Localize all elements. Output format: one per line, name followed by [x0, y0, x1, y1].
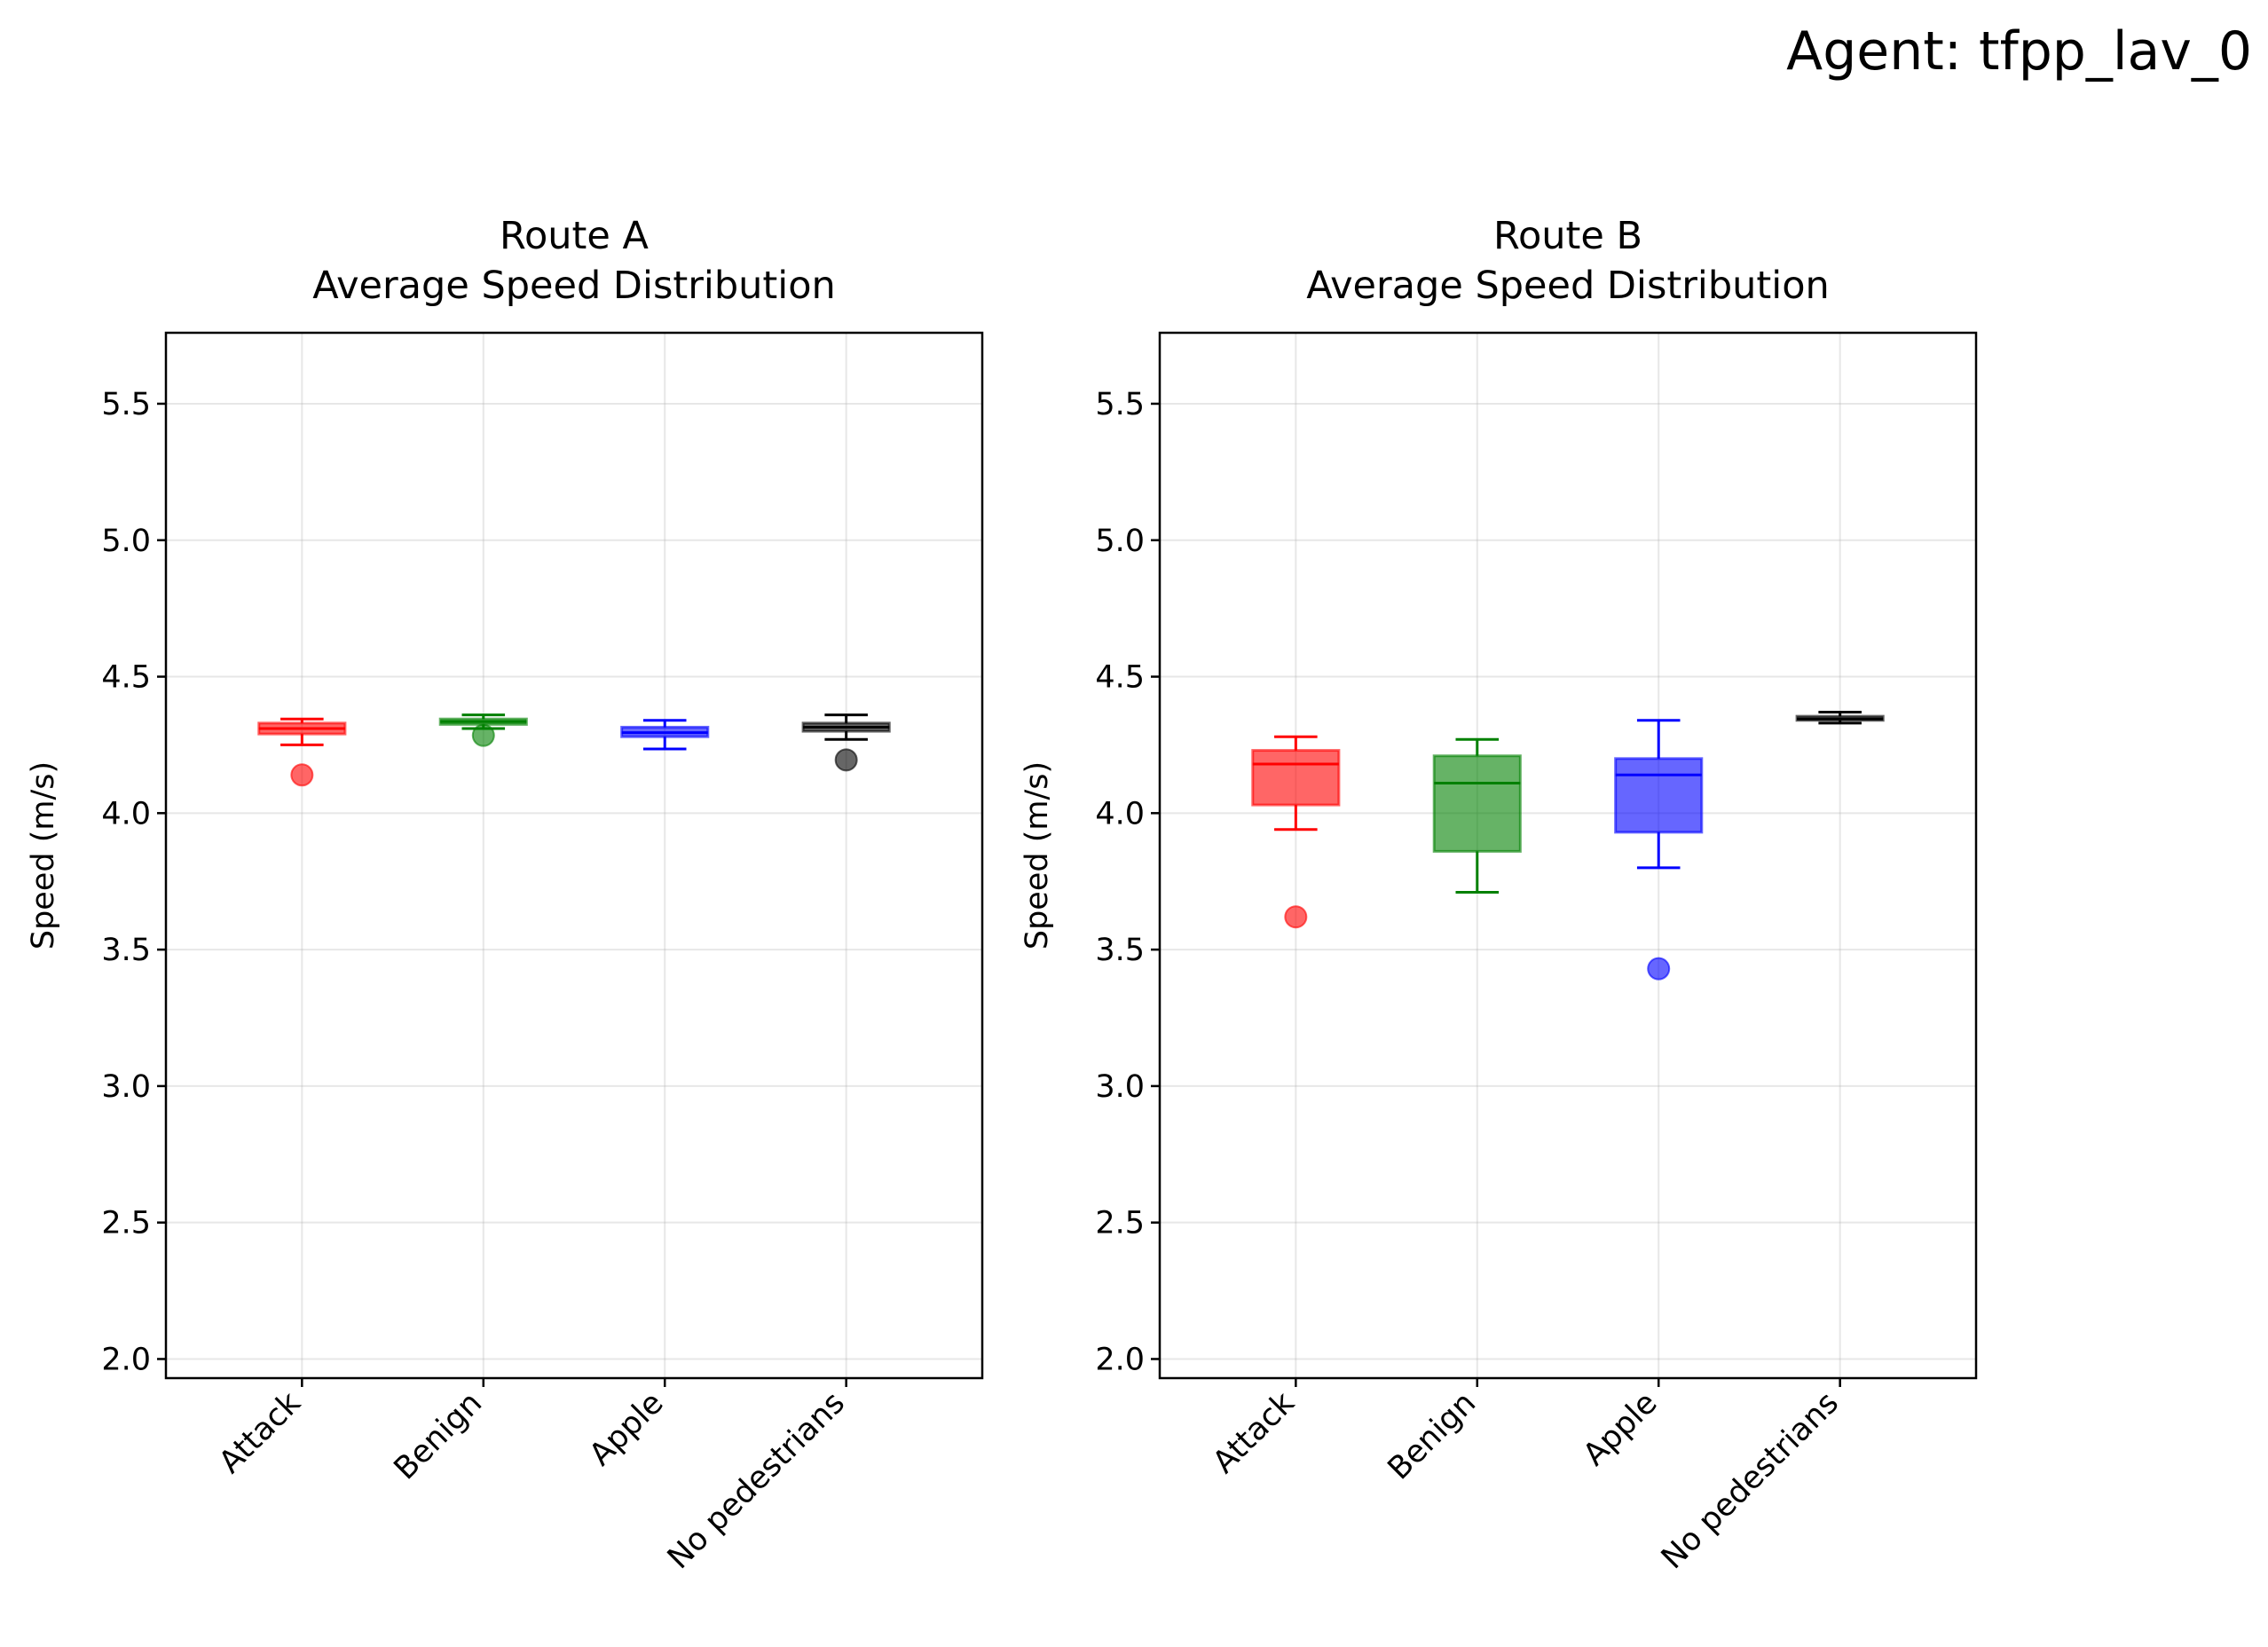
x-tick-label: No pedestrians: [1655, 1385, 1846, 1576]
outlier-point: [290, 763, 314, 787]
panel-title-line-1: Route A: [500, 214, 649, 258]
panel-title: Route A Average Speed Distribution: [312, 214, 836, 308]
route-b-panel: Route B Average Speed Distribution 2.0 2.5 3…: [1020, 214, 1978, 1576]
x-tick-label: No pedestrians: [661, 1385, 852, 1576]
box-body: [1432, 754, 1522, 853]
y-tick-label: 4.5: [101, 660, 151, 696]
box-body: [1251, 749, 1341, 807]
panel-title-line-1: Route B: [1493, 214, 1642, 258]
outlier-point: [834, 748, 858, 772]
y-tick-label: 4.5: [1095, 660, 1145, 696]
box-attack: [1251, 735, 1341, 929]
box-no-pedestrians: [801, 713, 891, 772]
figure-suptitle: Agent: tfpp_lav_0: [1786, 20, 2252, 83]
panel-title-line-2: Average Speed Distribution: [312, 264, 836, 308]
x-tick-label: Benign: [388, 1385, 489, 1486]
outlier-point: [1647, 957, 1671, 981]
axes-frame: [164, 331, 984, 1380]
box-apple: [1614, 719, 1704, 981]
y-tick-label: 3.5: [101, 933, 151, 968]
y-tick-label: 3.5: [1095, 933, 1145, 968]
panel-title-line-2: Average Speed Distribution: [1306, 264, 1830, 308]
y-tick-label: 5.0: [101, 524, 151, 559]
y-tick-label: 2.0: [101, 1342, 151, 1377]
x-tick-label: Benign: [1382, 1385, 1483, 1486]
axes-frame: [1158, 331, 1978, 1380]
y-axis-label: Speed (m/s): [1020, 761, 1055, 950]
box-body: [1614, 757, 1704, 834]
x-tick-label: Attack: [1206, 1385, 1302, 1481]
panel-title: Route B Average Speed Distribution: [1306, 214, 1830, 308]
y-tick-label: 4.0: [101, 796, 151, 831]
y-tick-label: 5.5: [1095, 387, 1145, 422]
route-a-panel: Route A Average Speed Distribution 2.0 2.5 3…: [26, 214, 984, 1576]
outlier-point: [1284, 905, 1308, 929]
y-tick-label: 2.0: [1095, 1342, 1145, 1377]
y-tick-label: 5.0: [1095, 524, 1145, 559]
x-tick-label: Apple: [583, 1385, 671, 1473]
outlier-point: [471, 723, 495, 747]
box-apple: [620, 719, 710, 751]
y-tick-label: 2.5: [1095, 1206, 1145, 1241]
box-attack: [257, 717, 347, 787]
x-tick-label: Apple: [1577, 1385, 1665, 1473]
box-benign: [438, 713, 528, 747]
box-no-pedestrians: [1795, 711, 1885, 725]
box-benign: [1432, 737, 1522, 894]
y-tick-label: 3.0: [101, 1069, 151, 1105]
y-tick-label: 4.0: [1095, 796, 1145, 831]
x-tick-label: Attack: [212, 1385, 308, 1481]
y-axis-label: Speed (m/s): [26, 761, 61, 950]
y-tick-label: 2.5: [101, 1206, 151, 1241]
y-tick-label: 3.0: [1095, 1069, 1145, 1105]
y-tick-label: 5.5: [101, 387, 151, 422]
